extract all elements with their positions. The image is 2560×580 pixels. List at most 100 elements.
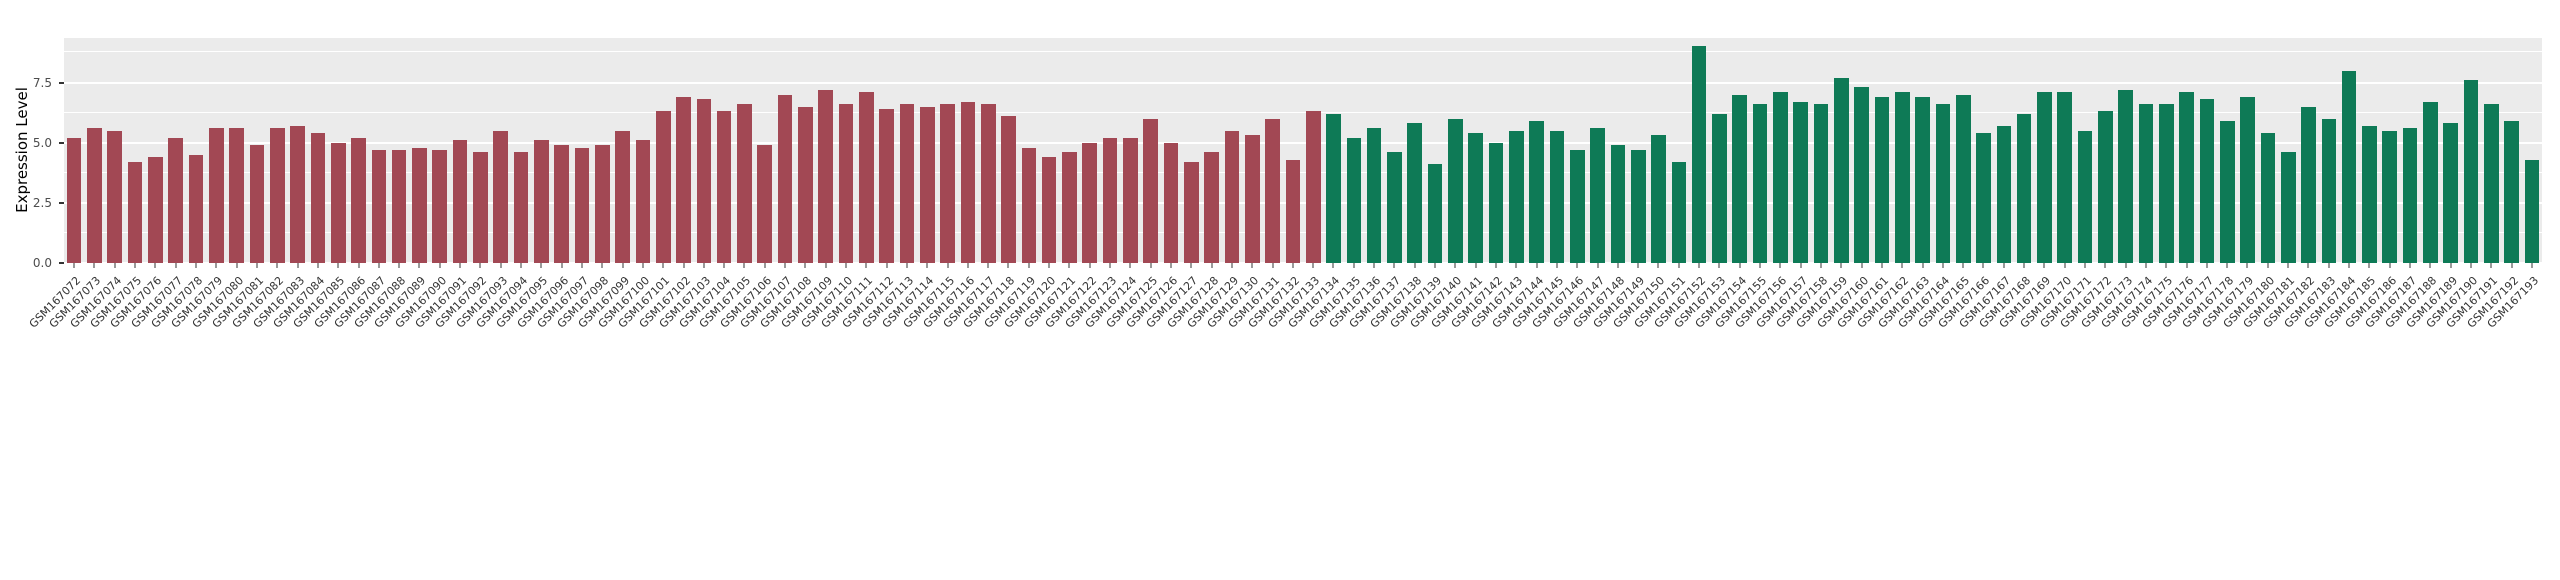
expression-bar <box>2382 130 2398 263</box>
expression-bar <box>1123 137 1138 263</box>
bar-cell <box>84 38 104 263</box>
y-tick-mark <box>59 262 64 264</box>
x-tick-mark <box>73 263 75 268</box>
x-tick-mark <box>1942 263 1944 268</box>
expression-bar <box>1488 142 1504 263</box>
x-tick-mark <box>561 263 563 268</box>
expression-bar <box>1651 135 1666 263</box>
x-tick-mark <box>1353 263 1355 268</box>
expression-bar <box>1935 104 1951 263</box>
x-tick-mark <box>1475 263 1477 268</box>
bar-cell <box>2177 38 2197 263</box>
x-tick-mark <box>1820 263 1822 268</box>
gridline-minor <box>64 231 2542 233</box>
expression-bar <box>351 137 366 263</box>
expression-bar <box>1712 113 1727 263</box>
bar-cell <box>1527 38 1547 263</box>
x-tick-mark <box>1637 263 1639 268</box>
x-tick-mark <box>2186 263 2188 268</box>
bar-cell <box>1262 38 1282 263</box>
expression-bar <box>859 92 874 263</box>
expression-bar <box>2443 123 2459 263</box>
expression-bar <box>1143 118 1159 263</box>
x-tick-mark <box>581 263 583 268</box>
x-tick-mark <box>906 263 908 268</box>
bar-cell <box>572 38 592 263</box>
bar-cell <box>1486 38 1506 263</box>
x-tick-mark <box>2429 263 2431 268</box>
x-tick-mark <box>2104 263 2106 268</box>
expression-bar <box>1062 152 1077 263</box>
x-tick-mark <box>459 263 461 268</box>
expression-bar <box>473 152 488 263</box>
expression-bar <box>1082 142 1098 263</box>
expression-bar <box>2341 70 2357 263</box>
y-tick-label: 5.0 <box>32 135 52 150</box>
x-tick-mark <box>1150 263 1152 268</box>
x-tick-mark <box>276 263 278 268</box>
bar-cell <box>1994 38 2014 263</box>
bar-cell <box>2420 38 2440 263</box>
x-tick-mark <box>2003 263 2005 268</box>
x-tick-mark <box>683 263 684 268</box>
expression-bar <box>2504 121 2519 263</box>
bar-cell <box>1202 38 1222 263</box>
bar-cell <box>1303 38 1323 263</box>
expression-bar <box>534 140 549 263</box>
expression-bar <box>1834 77 1849 263</box>
x-tick-mark <box>439 263 441 268</box>
expression-bar <box>574 147 590 263</box>
x-tick-mark <box>2043 263 2045 268</box>
expression-bar <box>2159 104 2174 263</box>
x-tick-mark <box>804 263 806 268</box>
expression-bar <box>1366 128 1382 263</box>
x-tick-mark <box>520 263 522 268</box>
bar-cell <box>937 38 957 263</box>
expression-bar <box>1305 111 1321 263</box>
expression-bar <box>330 142 346 263</box>
x-tick-mark <box>1007 263 1009 268</box>
x-tick-mark <box>845 263 847 268</box>
expression-bar <box>696 99 712 263</box>
bar-cell <box>592 38 612 263</box>
expression-bar <box>615 130 630 263</box>
x-tick-mark <box>1881 263 1883 268</box>
x-tick-mark <box>1170 263 1172 268</box>
x-tick-mark <box>1556 263 1558 268</box>
x-tick-mark <box>1312 263 1314 268</box>
bar-cell <box>1405 38 1425 263</box>
x-tick-mark <box>297 263 299 268</box>
bar-cell <box>389 38 409 263</box>
x-tick-mark <box>825 263 827 268</box>
bar-cell <box>2034 38 2054 263</box>
x-tick-mark <box>1698 263 1700 268</box>
expression-bar <box>2362 125 2377 263</box>
x-tick-mark <box>2307 263 2309 268</box>
bar-cell <box>2298 38 2318 263</box>
y-tick-label: 2.5 <box>32 195 52 210</box>
bar-cell <box>1019 38 1039 263</box>
x-tick-mark <box>2246 263 2248 268</box>
bar-cell <box>694 38 714 263</box>
expression-bar <box>757 145 773 263</box>
bar-cell <box>450 38 470 263</box>
expression-bar <box>2260 133 2276 263</box>
x-tick-mark <box>1576 263 1578 268</box>
x-tick-mark <box>1454 263 1456 268</box>
x-tick-mark <box>215 263 217 268</box>
bar-cell <box>2400 38 2420 263</box>
bar-cell <box>673 38 693 263</box>
gridline-major <box>64 141 2542 144</box>
bar-cell <box>1730 38 1750 263</box>
expression-bar <box>2037 92 2052 263</box>
x-tick-mark <box>2470 263 2472 268</box>
bar-cell <box>1912 38 1932 263</box>
bar-cell <box>1608 38 1628 263</box>
x-tick-mark <box>1861 263 1863 268</box>
expression-bar <box>1468 133 1484 263</box>
expression-bar <box>1427 164 1443 263</box>
expression-bar <box>1529 121 1544 263</box>
bar-cell <box>1323 38 1343 263</box>
bar-cell <box>125 38 145 263</box>
